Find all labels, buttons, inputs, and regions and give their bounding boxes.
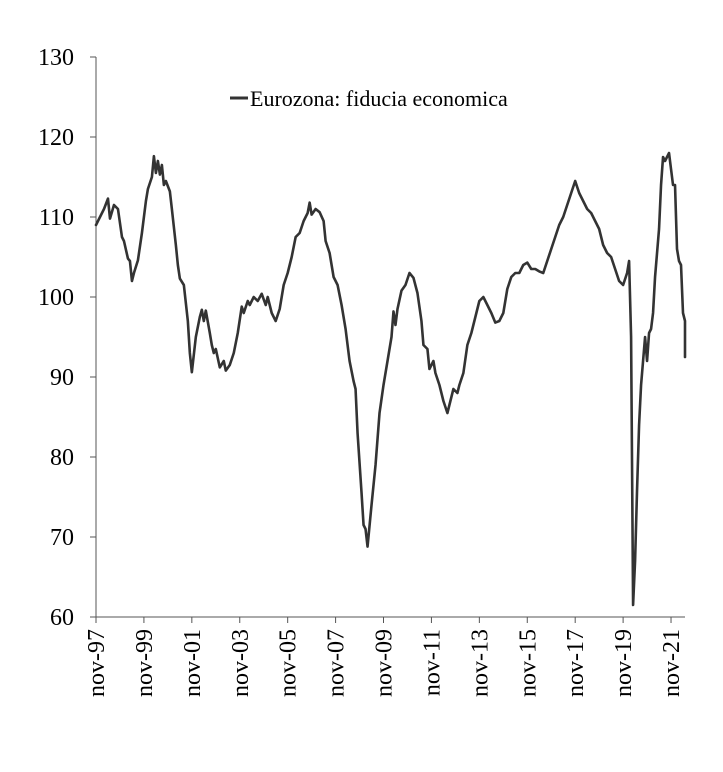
x-tick-label: nov-21 xyxy=(659,629,685,697)
x-tick-label: nov-09 xyxy=(372,629,398,697)
y-tick-label: 70 xyxy=(50,525,74,551)
x-tick-label: nov-97 xyxy=(84,629,110,697)
series-line xyxy=(94,151,687,607)
legend-label: Eurozona: fiducia economica xyxy=(250,86,508,111)
y-tick-label: 90 xyxy=(50,365,74,391)
series-layer xyxy=(94,151,687,607)
y-axis: 60 70 80 90 100 110 120 130 xyxy=(38,45,97,631)
y-tick-label: 130 xyxy=(38,45,74,71)
y-tick-label: 100 xyxy=(38,285,74,311)
x-tick-label: nov-07 xyxy=(324,629,350,697)
x-tick-label: nov-03 xyxy=(228,629,254,697)
x-tick-label: nov-99 xyxy=(132,629,158,697)
y-tick-label: 80 xyxy=(50,445,74,471)
y-tick-label: 60 xyxy=(50,605,74,631)
x-tick-label: nov-15 xyxy=(515,629,541,697)
y-tick-label: 110 xyxy=(39,205,74,231)
y-tick-label: 120 xyxy=(38,125,74,151)
x-tick-label: nov-17 xyxy=(563,629,589,697)
x-tick-label: nov-19 xyxy=(611,629,637,697)
x-tick-label: nov-11 xyxy=(419,629,445,696)
x-tick-label: nov-13 xyxy=(467,629,493,697)
x-tick-label: nov-05 xyxy=(276,629,302,697)
legend: Eurozona: fiducia economica xyxy=(230,86,508,111)
x-axis: nov-97 nov-99 nov-01 nov-03 nov-05 nov-07 nov-… xyxy=(84,616,685,697)
x-tick-label: nov-01 xyxy=(180,629,206,697)
